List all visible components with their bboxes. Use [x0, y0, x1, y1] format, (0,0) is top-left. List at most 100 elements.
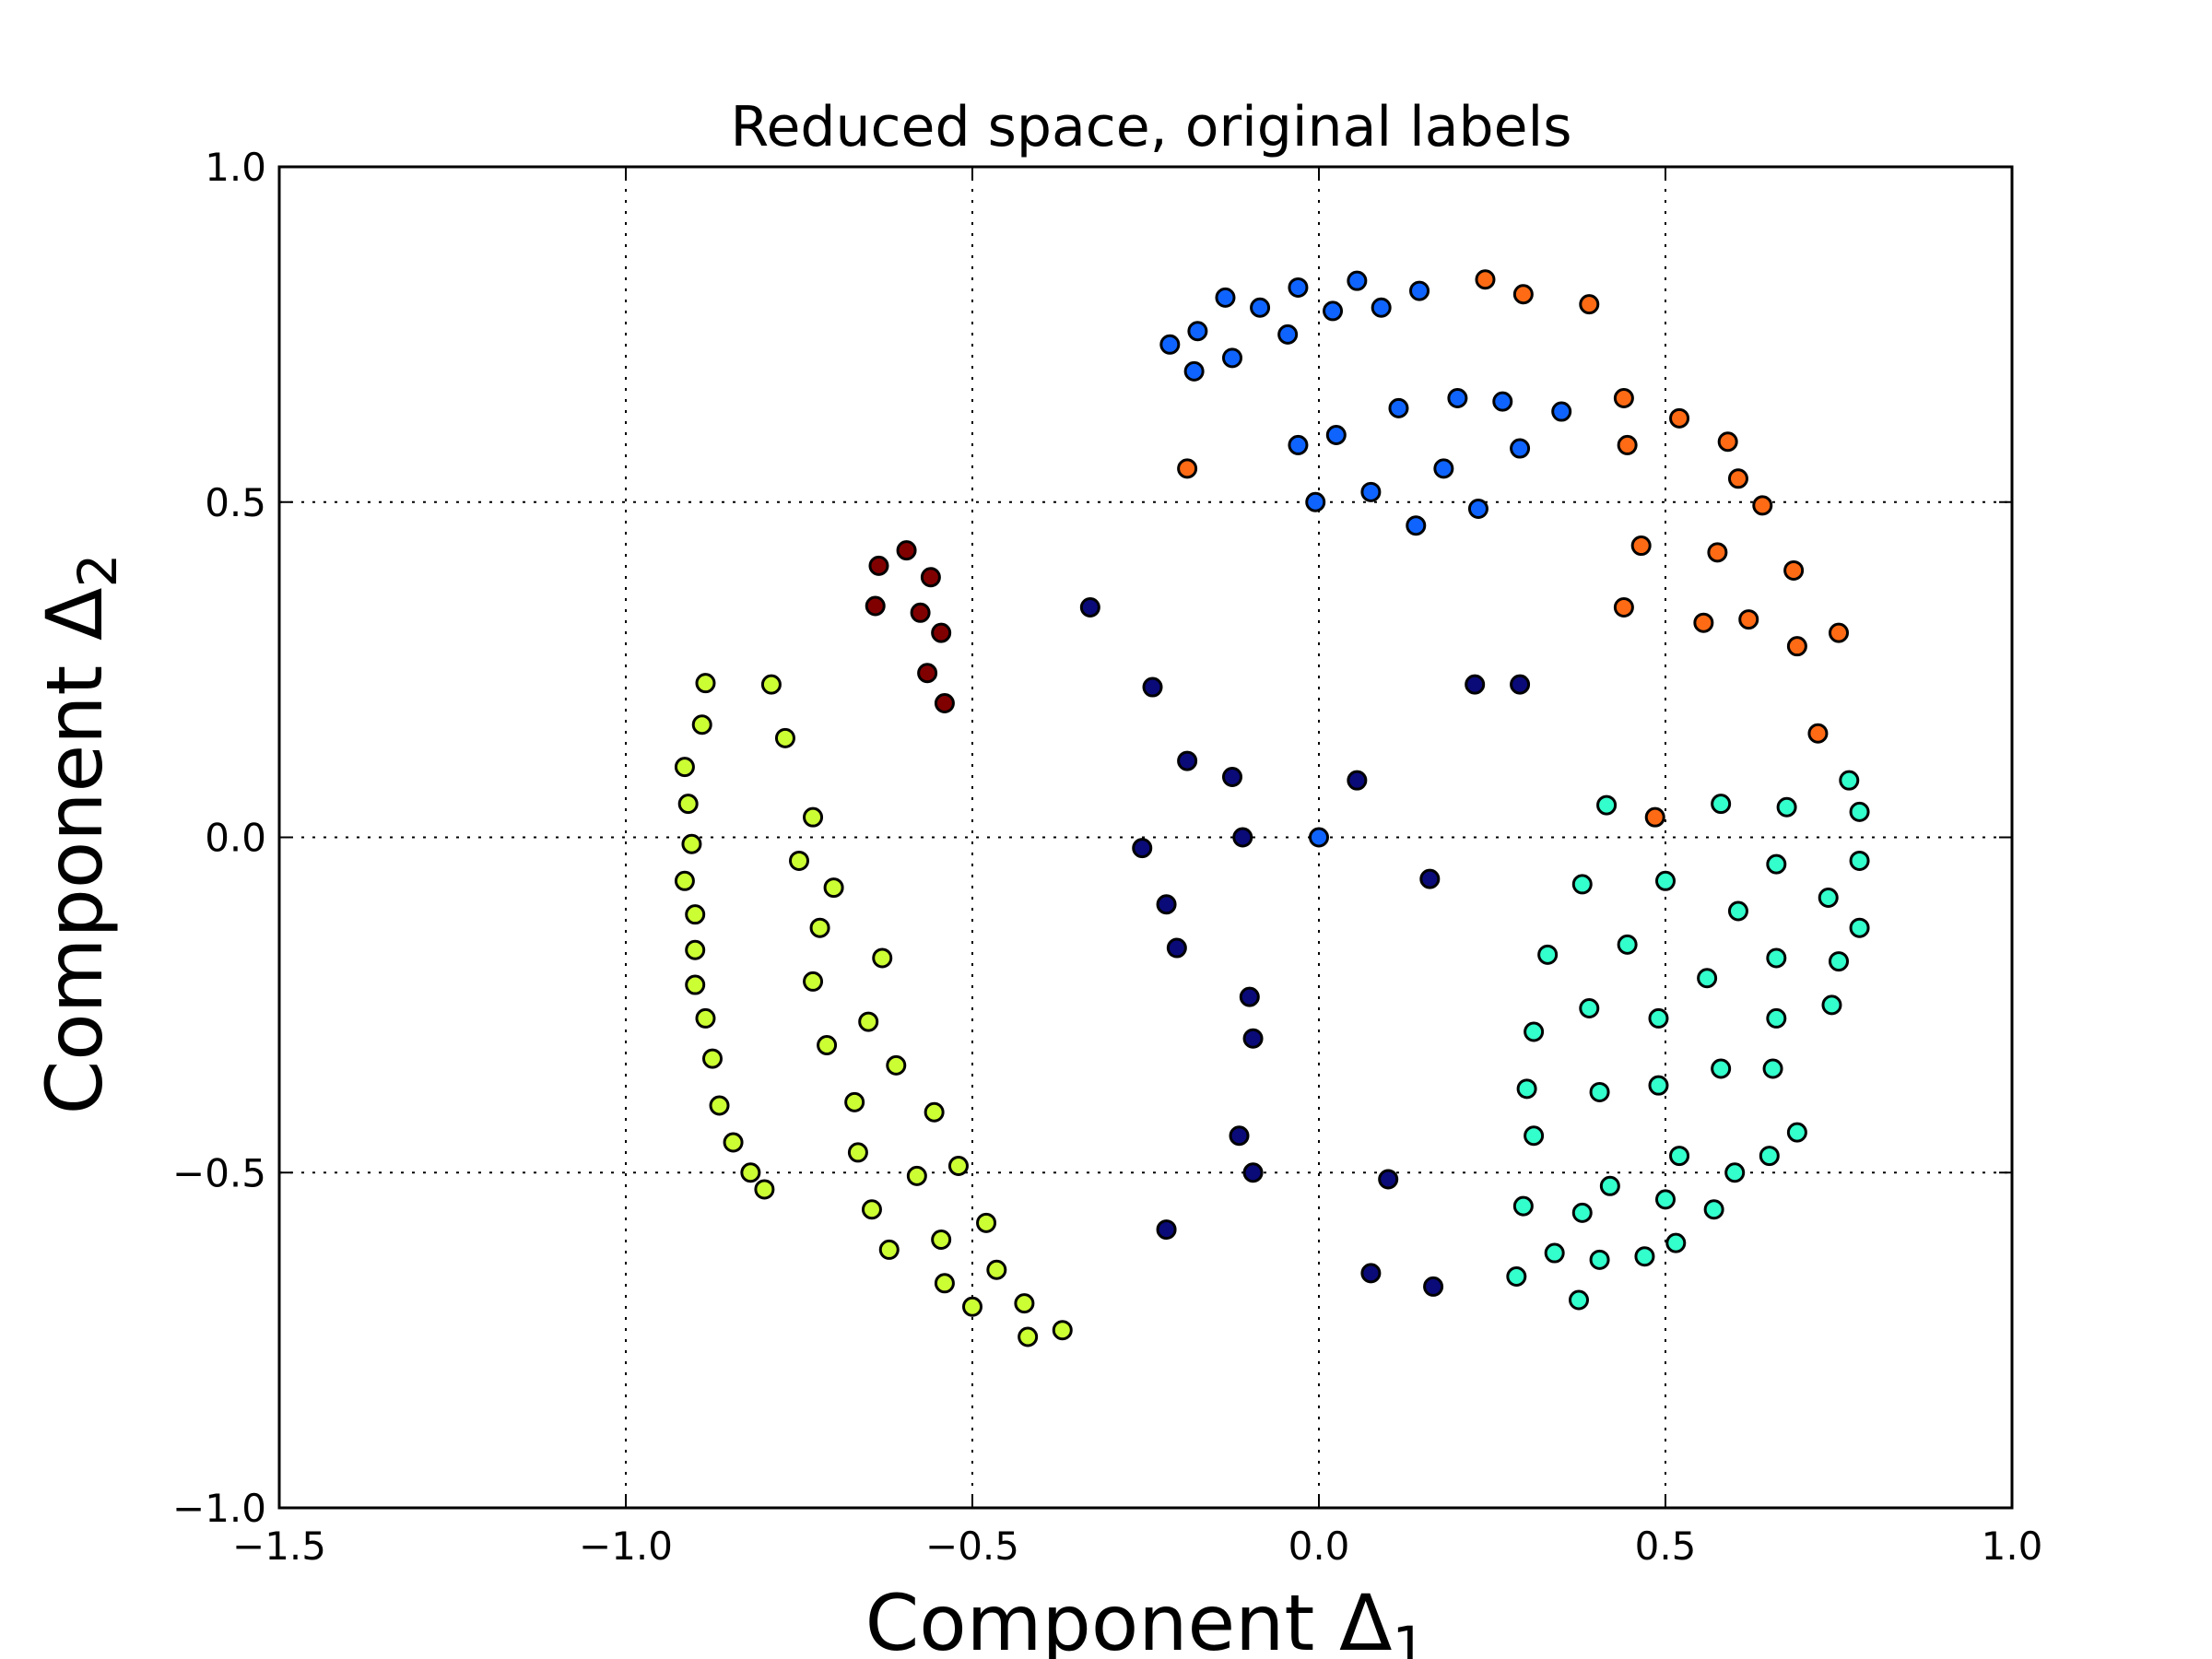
data-point [865, 595, 886, 617]
x-tick-label: −0.5 [925, 1524, 1019, 1569]
y-tick-label: −0.5 [172, 1150, 266, 1195]
x-axis-label-subscript: 1 [1392, 1615, 1426, 1659]
y-axis-label-main: Component Δ [29, 588, 120, 1115]
data-point [1142, 677, 1163, 698]
series-2 [1159, 270, 1572, 848]
data-point [1419, 868, 1441, 889]
data-point [685, 974, 706, 995]
data-points [674, 269, 1870, 1347]
data-point [723, 1132, 744, 1153]
data-point [1786, 1122, 1807, 1143]
data-point [674, 757, 695, 778]
data-point [1617, 434, 1638, 455]
data-point [803, 971, 824, 992]
data-point [1579, 294, 1600, 315]
data-point [1849, 850, 1870, 871]
data-point [1669, 1146, 1690, 1167]
data-point [1697, 968, 1718, 989]
data-point [1079, 596, 1100, 618]
data-point [1166, 937, 1187, 959]
data-point [917, 663, 938, 684]
data-point [924, 1101, 945, 1123]
data-point [1724, 1162, 1746, 1183]
y-tick-label: 0.5 [205, 480, 266, 525]
data-point [1512, 1195, 1534, 1217]
data-point [1222, 767, 1242, 788]
data-point [1648, 1007, 1669, 1029]
data-point [1215, 287, 1236, 308]
data-point [1183, 360, 1205, 382]
data-point [1849, 917, 1870, 938]
data-point [861, 1199, 882, 1220]
data-point [858, 1011, 879, 1032]
data-point [1537, 944, 1559, 965]
data-point [774, 727, 795, 748]
data-point [1239, 986, 1260, 1007]
data-point [986, 1259, 1007, 1280]
data-point [1506, 1266, 1527, 1288]
data-point [1378, 1169, 1399, 1190]
data-point [1510, 674, 1531, 695]
data-point [1406, 515, 1427, 536]
x-tick-label: 0.0 [1288, 1524, 1350, 1569]
x-tick-label: −1.0 [579, 1524, 673, 1569]
data-point [1762, 1058, 1783, 1079]
data-point [1571, 874, 1593, 895]
data-point [1014, 1293, 1035, 1314]
data-point [931, 622, 952, 643]
data-point [868, 555, 889, 576]
data-point [803, 806, 824, 828]
data-point [844, 1091, 865, 1112]
data-point [947, 1155, 969, 1176]
data-point [1347, 270, 1368, 291]
data-point [1465, 674, 1486, 695]
axis-ticks: −1.5 −1.0 −0.5 0.0 0.5 1.0−1.0−0.50.00.51.0 [172, 145, 2042, 1569]
data-point [1849, 801, 1870, 822]
grid [279, 167, 2012, 1508]
data-point [1360, 481, 1382, 502]
data-point [1516, 1078, 1537, 1100]
x-tick-label: 0.5 [1635, 1524, 1697, 1569]
data-point [1467, 499, 1488, 520]
data-point [1475, 269, 1496, 290]
data-point [674, 870, 695, 891]
data-point [1693, 612, 1714, 633]
data-point [847, 1142, 868, 1163]
data-point [1818, 887, 1839, 908]
data-point [709, 1095, 730, 1116]
data-point [962, 1296, 982, 1317]
data-point [934, 693, 955, 713]
data-point [934, 1273, 955, 1294]
data-point [1711, 794, 1732, 815]
data-point [1766, 947, 1787, 969]
data-point [1242, 1028, 1264, 1049]
data-point [740, 1162, 761, 1183]
data-point [1711, 1058, 1732, 1079]
data-point [1018, 1326, 1039, 1347]
data-point [1613, 596, 1634, 618]
data-point [1648, 1075, 1669, 1096]
data-point [685, 904, 706, 925]
data-point [1571, 1202, 1593, 1223]
data-point [931, 1230, 952, 1250]
data-point [1323, 300, 1344, 322]
data-point [976, 1212, 997, 1233]
data-point [1727, 468, 1748, 489]
data-point [1512, 284, 1534, 305]
data-point [1776, 796, 1797, 818]
data-point [1492, 391, 1513, 412]
data-point [1388, 397, 1409, 418]
data-point [906, 1165, 927, 1186]
data-point [1807, 723, 1829, 744]
data-point [1655, 870, 1676, 891]
data-point [691, 714, 712, 735]
y-axis-label-subscript: 2 [66, 554, 129, 588]
data-point [1360, 1263, 1382, 1284]
data-point [1177, 750, 1198, 771]
series-1 [1079, 596, 1531, 1297]
data-point [1409, 280, 1430, 301]
data-point [817, 1035, 838, 1056]
data-point [1599, 1175, 1620, 1196]
data-point [886, 1054, 907, 1076]
y-tick-label: 1.0 [205, 145, 266, 190]
